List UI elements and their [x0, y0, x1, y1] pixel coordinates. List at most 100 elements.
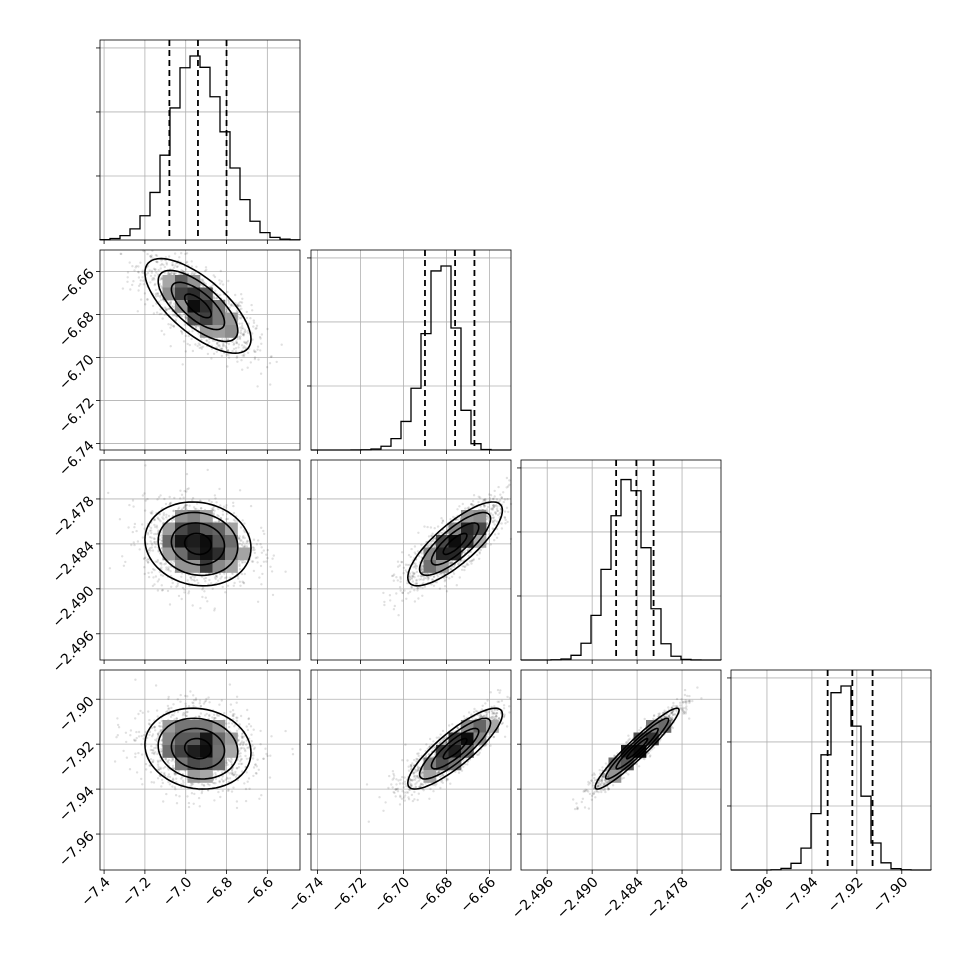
scatter-point: [203, 590, 206, 593]
scatter-point: [421, 594, 424, 597]
scatter-point: [176, 582, 180, 585]
scatter-point: [246, 366, 249, 369]
scatter-point: [150, 256, 153, 259]
scatter-point: [488, 497, 492, 500]
scatter-point: [238, 336, 242, 339]
scatter-point: [407, 553, 411, 557]
scatter-point: [137, 265, 140, 268]
scatter-point: [234, 293, 237, 297]
scatter-point: [504, 518, 507, 522]
scatter-point: [497, 532, 500, 535]
scatter-point: [245, 342, 248, 345]
scatter-point: [239, 331, 242, 334]
scatter-point: [193, 507, 197, 511]
scatter-point: [487, 516, 490, 520]
scatter-point: [431, 532, 434, 535]
scatter-point: [191, 604, 194, 607]
scatter-point: [236, 360, 239, 363]
scatter-point: [238, 535, 241, 538]
scatter-point: [259, 337, 262, 340]
scatter-point: [180, 252, 183, 255]
scatter-point: [422, 578, 425, 582]
scatter-point: [222, 341, 225, 344]
y-tick-label: −2.478: [50, 493, 98, 541]
panel-3-0: −7.96−7.94−7.92−7.90−7.4 −7.2 −7.0 −6.8 −6.6: [56, 669, 301, 910]
scatter-point: [259, 543, 262, 546]
scatter-point: [201, 345, 205, 348]
scatter-point: [253, 357, 257, 361]
scatter-point: [148, 269, 151, 272]
scatter-point: [186, 579, 189, 582]
scatter-point: [131, 283, 134, 287]
scatter-point: [400, 551, 404, 554]
scatter-point: [239, 335, 242, 338]
scatter-point: [216, 514, 219, 517]
scatter-point: [426, 578, 430, 581]
scatter-point: [239, 300, 242, 304]
scatter-point: [226, 584, 230, 587]
scatter-point: [201, 595, 204, 599]
scatter-point: [151, 277, 154, 280]
scatter-point: [483, 505, 486, 508]
scatter-point: [212, 296, 216, 299]
scatter-point: [197, 796, 201, 800]
scatter-point: [237, 577, 240, 580]
scatter-point: [237, 560, 241, 563]
scatter-point: [169, 570, 172, 573]
scatter-point: [239, 526, 243, 529]
scatter-point: [156, 759, 160, 762]
scatter-point: [498, 499, 502, 502]
scatter-point: [165, 263, 169, 266]
scatter-point: [226, 512, 229, 516]
scatter-point: [217, 579, 220, 582]
scatter-point: [167, 307, 170, 311]
scatter-point: [169, 326, 172, 329]
scatter-point: [137, 270, 140, 274]
scatter-point: [226, 349, 230, 352]
scatter-point: [255, 543, 259, 546]
scatter-point: [153, 278, 156, 281]
scatter-point: [227, 342, 231, 346]
scatter-point: [246, 331, 250, 335]
scatter-point: [119, 252, 122, 255]
scatter-point: [258, 576, 261, 579]
scatter-point: [249, 504, 253, 508]
scatter-point: [242, 332, 246, 336]
scatter-point: [164, 502, 168, 506]
scatter-point: [156, 292, 160, 295]
scatter-point: [162, 517, 165, 521]
scatter-point: [197, 342, 200, 345]
scatter-point: [225, 346, 228, 349]
density-cell: [200, 560, 213, 573]
scatter-point: [154, 293, 157, 296]
scatter-point: [152, 537, 156, 540]
scatter-point: [460, 568, 464, 571]
scatter-point: [132, 280, 135, 283]
scatter-point: [142, 557, 146, 561]
scatter-point: [184, 507, 188, 511]
scatter-point: [170, 706, 173, 710]
scatter-point: [181, 332, 184, 335]
scatter-point: [262, 529, 265, 533]
scatter-point: [160, 262, 164, 266]
scatter-point: [200, 347, 203, 350]
scatter-point: [126, 276, 129, 279]
scatter-point: [143, 292, 147, 295]
density-cell: [175, 287, 188, 301]
scatter-point: [163, 313, 166, 316]
scatter-point: [407, 592, 410, 595]
scatter-point: [188, 343, 191, 347]
scatter-point: [152, 576, 155, 579]
scatter-point: [174, 318, 177, 321]
scatter-point: [224, 345, 227, 348]
scatter-point: [204, 596, 207, 599]
scatter-point: [214, 289, 217, 292]
scatter-point: [253, 349, 256, 352]
scatter-point: [404, 569, 407, 572]
scatter-point: [218, 572, 222, 576]
scatter-point: [245, 310, 248, 314]
scatter-point: [218, 487, 221, 491]
scatter-point: [133, 269, 136, 272]
scatter-point: [146, 558, 150, 561]
